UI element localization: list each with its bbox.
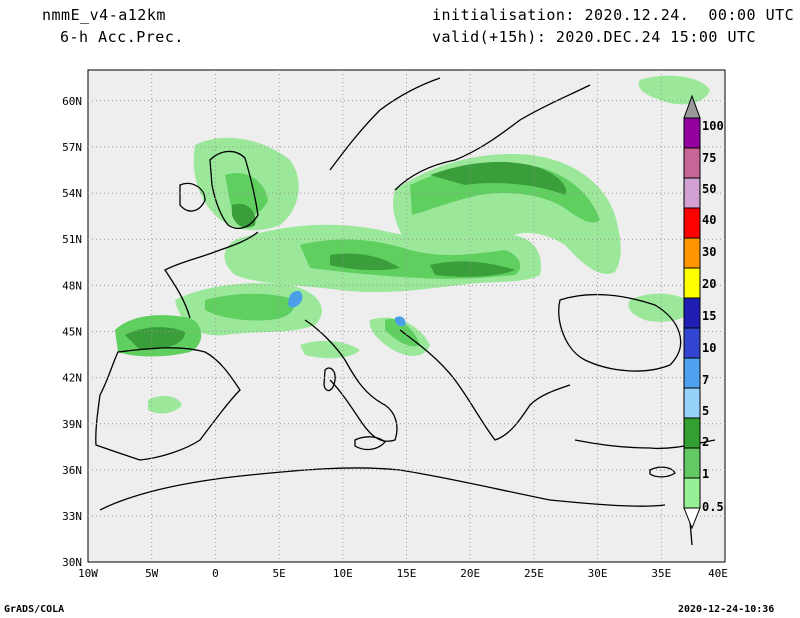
lon-grid: 10W 5W 0 5E 10E 15E 20E 25E 30E 35E 40E — [78, 70, 728, 580]
legend-swatch — [683, 177, 701, 209]
legend-swatch — [683, 267, 701, 299]
legend-swatch — [683, 207, 701, 239]
lon-label: 25E — [524, 567, 544, 580]
legend-label: 20 — [702, 277, 716, 291]
lon-label: 5W — [145, 567, 159, 580]
lat-label: 51N — [62, 233, 82, 246]
lat-label: 30N — [62, 556, 82, 569]
lat-label: 36N — [62, 464, 82, 477]
lat-label: 39N — [62, 418, 82, 431]
legend-label: 30 — [702, 245, 716, 259]
legend-swatch — [683, 327, 701, 359]
lat-label: 54N — [62, 187, 82, 200]
legend-label: 75 — [702, 151, 716, 165]
lon-label: 30E — [588, 567, 608, 580]
lon-label: 20E — [460, 567, 480, 580]
lat-label: 60N — [62, 95, 82, 108]
legend-label: 2 — [702, 435, 709, 449]
legend-label: 0.5 — [702, 500, 724, 514]
legend-swatch — [683, 117, 701, 149]
legend-label: 10 — [702, 341, 716, 355]
lat-label: 45N — [62, 326, 82, 339]
init-time: initialisation: 2020.12.24. 00:00 UTC — [432, 6, 795, 24]
footer-credit: GrADS/COLA — [4, 604, 65, 615]
legend-label: 40 — [702, 213, 716, 227]
legend-label: 50 — [702, 182, 716, 196]
lon-label: 35E — [651, 567, 671, 580]
legend-label: 15 — [702, 309, 716, 323]
legend-swatch — [683, 477, 701, 509]
lat-label: 42N — [62, 372, 82, 385]
lat-label: 33N — [62, 510, 82, 523]
legend-swatch — [683, 447, 701, 479]
legend-label: 1 — [702, 467, 709, 481]
valid-time: valid(+15h): 2020.DEC.24 15:00 UTC — [432, 28, 757, 46]
lon-label: 0 — [212, 567, 219, 580]
legend-label: 7 — [702, 373, 709, 387]
legend-swatch — [683, 357, 701, 389]
coastlines — [95, 77, 716, 546]
lon-label: 10E — [333, 567, 353, 580]
color-legend: 100 75 50 40 30 20 15 10 7 5 2 1 0.5 — [683, 94, 724, 530]
legend-swatch — [683, 417, 701, 449]
lon-label: 40E — [708, 567, 728, 580]
legend-arrow-bottom — [683, 507, 701, 530]
lat-label: 57N — [62, 141, 82, 154]
field-name: 6-h Acc.Prec. — [60, 28, 184, 46]
legend-swatch — [683, 387, 701, 419]
lat-label: 48N — [62, 279, 82, 292]
footer-timestamp: 2020-12-24-10:36 — [678, 604, 775, 615]
model-name: nmmE_v4-a12km — [42, 6, 166, 24]
lon-label: 5E — [272, 567, 285, 580]
lon-label: 10W — [78, 567, 98, 580]
legend-swatch — [683, 147, 701, 179]
lon-label: 15E — [397, 567, 417, 580]
legend-swatch — [683, 297, 701, 329]
legend-label: 100 — [702, 119, 724, 133]
legend-label: 5 — [702, 404, 709, 418]
lat-grid: 60N 57N 54N 51N 48N 45N 42N 39N 36N 33N … — [62, 95, 725, 569]
legend-swatch — [683, 237, 701, 269]
